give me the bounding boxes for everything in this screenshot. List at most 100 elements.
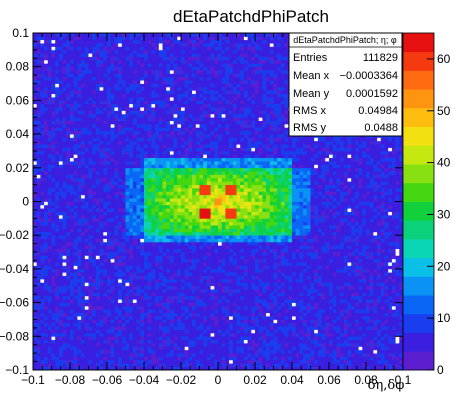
heatmap-cell bbox=[107, 148, 111, 152]
heatmap-cell bbox=[148, 228, 152, 232]
heatmap-cell bbox=[163, 151, 167, 155]
heatmap-cell bbox=[63, 336, 67, 340]
heatmap-cell bbox=[148, 326, 152, 330]
heatmap-cell bbox=[44, 175, 48, 179]
heatmap-cell bbox=[107, 188, 111, 192]
heatmap-cell bbox=[107, 279, 111, 283]
heatmap-cell bbox=[133, 73, 137, 77]
heatmap-cell bbox=[44, 346, 48, 350]
heatmap-cell bbox=[33, 313, 37, 317]
heatmap-cell bbox=[96, 191, 100, 195]
heatmap-cell bbox=[159, 336, 163, 340]
heatmap-cell bbox=[85, 104, 89, 108]
heatmap-cell bbox=[40, 90, 44, 94]
heatmap-cell bbox=[133, 104, 137, 108]
heatmap-cell bbox=[144, 269, 148, 273]
heatmap-cell bbox=[163, 90, 167, 94]
heatmap-cell bbox=[63, 84, 67, 88]
heatmap-cell bbox=[137, 67, 141, 71]
heatmap-cell bbox=[137, 225, 141, 229]
heatmap-cell bbox=[203, 249, 207, 253]
heatmap-cell bbox=[129, 141, 133, 145]
heatmap-cell bbox=[207, 212, 211, 216]
heatmap-cell bbox=[188, 326, 192, 330]
heatmap-cell bbox=[100, 232, 104, 236]
heatmap-cell bbox=[181, 90, 185, 94]
heatmap-cell bbox=[174, 276, 178, 280]
heatmap-cell bbox=[52, 148, 56, 152]
heatmap-cell bbox=[163, 202, 167, 206]
heatmap-cell bbox=[114, 266, 118, 270]
heatmap-cell bbox=[89, 266, 93, 270]
heatmap-cell bbox=[74, 222, 78, 226]
heatmap-cell bbox=[85, 202, 89, 206]
heatmap-cell bbox=[70, 70, 74, 74]
heatmap-cell bbox=[133, 107, 137, 111]
heatmap-cell bbox=[177, 330, 181, 334]
heatmap-cell bbox=[89, 239, 93, 243]
heatmap-cell bbox=[44, 90, 48, 94]
heatmap-cell bbox=[44, 114, 48, 118]
heatmap-cell bbox=[40, 259, 44, 263]
heatmap-cell bbox=[185, 154, 189, 158]
heatmap-cell bbox=[200, 144, 204, 148]
heatmap-cell bbox=[159, 124, 163, 128]
heatmap-cell bbox=[107, 245, 111, 249]
heatmap-cell bbox=[177, 350, 181, 354]
heatmap-cell bbox=[103, 84, 107, 88]
heatmap-cell bbox=[122, 114, 126, 118]
heatmap-cell bbox=[148, 276, 152, 280]
heatmap-cell bbox=[185, 249, 189, 253]
heatmap-cell bbox=[89, 208, 93, 212]
heatmap-cell bbox=[114, 168, 118, 172]
heatmap-cell bbox=[188, 232, 192, 236]
heatmap-cell bbox=[185, 276, 189, 280]
heatmap-cell bbox=[48, 158, 52, 162]
heatmap-cell bbox=[159, 195, 163, 199]
heatmap-cell bbox=[107, 235, 111, 239]
heatmap-cell bbox=[44, 137, 48, 141]
heatmap-cell bbox=[74, 70, 78, 74]
heatmap-cell bbox=[48, 97, 52, 101]
heatmap-cell bbox=[59, 63, 63, 67]
heatmap-cell bbox=[48, 205, 52, 209]
heatmap-cell bbox=[114, 262, 118, 266]
heatmap-cell bbox=[81, 269, 85, 273]
heatmap-cell bbox=[144, 340, 148, 344]
heatmap-cell bbox=[63, 239, 67, 243]
heatmap-cell bbox=[185, 124, 189, 128]
heatmap-cell bbox=[96, 309, 100, 313]
heatmap-cell bbox=[40, 121, 44, 125]
heatmap-cell bbox=[52, 252, 56, 256]
heatmap-cell bbox=[55, 137, 59, 141]
heatmap-cell bbox=[163, 208, 167, 212]
heatmap-cell bbox=[133, 97, 137, 101]
heatmap-cell bbox=[89, 309, 93, 313]
heatmap-cell bbox=[52, 67, 56, 71]
heatmap-cell bbox=[63, 104, 67, 108]
heatmap-cell bbox=[185, 188, 189, 192]
heatmap-cell bbox=[137, 363, 141, 367]
heatmap-cell bbox=[107, 40, 111, 44]
heatmap-cell bbox=[111, 319, 115, 323]
heatmap-cell bbox=[200, 336, 204, 340]
heatmap-cell bbox=[196, 208, 200, 212]
heatmap-cell bbox=[163, 242, 167, 246]
heatmap-cell bbox=[37, 306, 41, 310]
heatmap-cell bbox=[96, 262, 100, 266]
heatmap-cell bbox=[181, 124, 185, 128]
heatmap-cell bbox=[55, 336, 59, 340]
heatmap-cell bbox=[122, 104, 126, 108]
heatmap-cell bbox=[203, 131, 207, 135]
heatmap-cell bbox=[81, 124, 85, 128]
heatmap-cell bbox=[92, 262, 96, 266]
heatmap-cell bbox=[52, 33, 56, 37]
heatmap-cell bbox=[203, 57, 207, 61]
heatmap-cell bbox=[44, 269, 48, 273]
heatmap-cell bbox=[118, 107, 122, 111]
heatmap-cell bbox=[151, 127, 155, 131]
heatmap-cell bbox=[159, 57, 163, 61]
heatmap-cell bbox=[214, 319, 218, 323]
heatmap-cell bbox=[59, 73, 63, 77]
heatmap-cell bbox=[174, 164, 178, 168]
